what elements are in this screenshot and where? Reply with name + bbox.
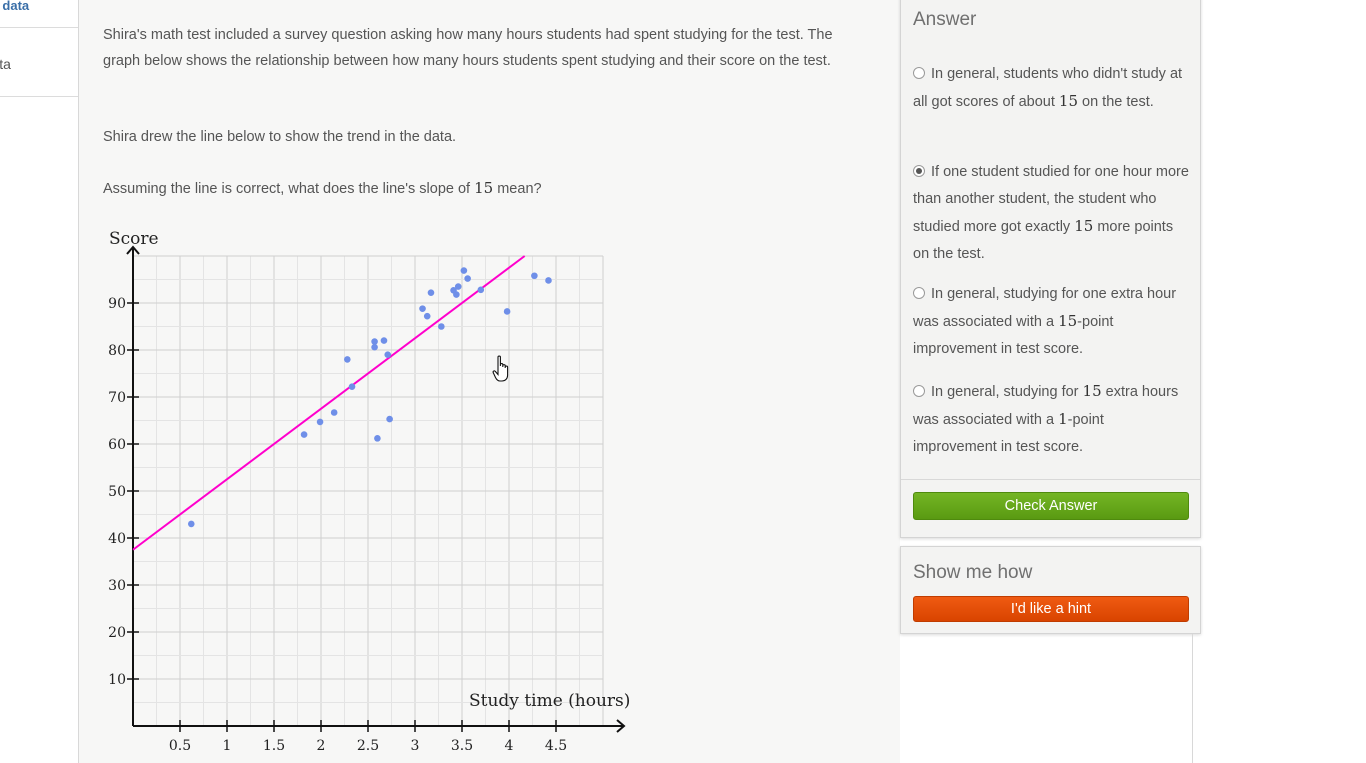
data-point <box>423 312 431 320</box>
x-tick-label: 2 <box>317 738 326 754</box>
data-point <box>300 431 308 438</box>
question-text-before: Assuming the line is correct, what does … <box>103 181 475 197</box>
data-points <box>187 267 552 528</box>
choice-1-text-after: on the test. <box>1078 94 1154 110</box>
data-point <box>438 323 445 330</box>
y-tick-label: 30 <box>108 578 126 594</box>
data-point <box>531 272 538 280</box>
data-point <box>386 415 393 423</box>
answer-choice-3[interactable]: In general, studying for one extra hour … <box>913 281 1191 363</box>
radio-unchecked-icon[interactable] <box>913 385 925 397</box>
data-point <box>460 267 468 274</box>
answer-panel: Answer In general, students who didn't s… <box>900 0 1201 538</box>
y-axis-label: Score <box>109 229 159 249</box>
choice-1-value: 15 <box>1058 92 1078 110</box>
check-answer-button[interactable]: Check Answer <box>913 492 1189 520</box>
x-tick-label: 4 <box>505 738 514 754</box>
show-me-how-title: Show me how <box>913 562 1033 583</box>
x-axis-label: Study time (hours) <box>469 691 630 711</box>
data-point <box>330 409 338 416</box>
data-point <box>477 286 485 294</box>
question-text-after: mean? <box>493 181 542 197</box>
data-point <box>187 520 195 528</box>
x-tick-label: 4.5 <box>545 738 567 754</box>
data-point <box>419 305 426 312</box>
x-tick-label: 3.5 <box>451 738 473 754</box>
problem-line-description: Shira drew the line below to show the tr… <box>103 129 457 145</box>
choice-4-text-middle: extra hours was associated with a <box>913 384 1179 428</box>
data-point <box>427 289 435 296</box>
y-tick-label: 70 <box>108 390 126 406</box>
choice-2-text: If one student studied for one hour more… <box>913 164 1189 235</box>
y-tick-label: 90 <box>108 296 126 312</box>
graph-grid <box>133 255 604 726</box>
data-point <box>464 275 471 282</box>
data-point <box>503 308 511 315</box>
sidebar-item-partial[interactable]: e data <box>0 56 11 72</box>
trend-line-layer <box>132 255 526 551</box>
answer-choice-1[interactable]: In general, students who didn't study at… <box>913 61 1191 116</box>
choice-2-value: 15 <box>1074 217 1094 235</box>
choice-4-text: In general, studying for <box>931 384 1083 400</box>
hint-panel: Show me how I'd like a hint <box>900 546 1201 634</box>
y-tick-label: 10 <box>108 672 126 688</box>
y-tick-label: 40 <box>108 531 126 547</box>
left-sidebar: ate data e data <box>0 0 78 97</box>
hint-button[interactable]: I'd like a hint <box>913 596 1189 622</box>
x-tick-label: 2.5 <box>357 738 379 754</box>
radio-checked-icon[interactable] <box>913 165 925 177</box>
y-axis-arrow-icon <box>126 245 140 255</box>
x-tick-label: 0.5 <box>169 738 191 754</box>
data-point <box>384 351 392 359</box>
scatter-plot: 0.5 1 1.5 2 2.5 3 3.5 4 4.5 10 20 30 40 50 60 70 80 90 Sc… <box>108 229 630 754</box>
x-tick-label: 1.5 <box>263 738 285 754</box>
choice-3-text-after: -point improvement in test score. <box>913 314 1114 357</box>
data-point <box>545 277 552 284</box>
problem-question: Assuming the line is correct, what does … <box>103 175 843 202</box>
radio-unchecked-icon[interactable] <box>913 287 925 299</box>
data-point <box>316 418 324 426</box>
trend-line <box>132 255 526 551</box>
choice-4-value: 15 <box>1082 382 1102 400</box>
problem-intro: Shira's math test included a survey ques… <box>103 27 833 69</box>
panel-divider <box>1192 634 1193 763</box>
choice-4-text-after: -point improvement in test score. <box>913 412 1104 455</box>
y-tick-label: 60 <box>108 437 126 453</box>
hand-cursor-icon <box>492 355 509 382</box>
answer-choice-4[interactable]: In general, studying for 15 extra hours … <box>913 378 1191 461</box>
choice-4-value2: 1 <box>1058 410 1068 428</box>
y-tick-label: 20 <box>108 625 126 641</box>
choice-2-text-after: more points on the test. <box>913 219 1174 262</box>
radio-unchecked-icon[interactable] <box>913 67 925 79</box>
data-point <box>374 435 381 442</box>
data-point <box>454 283 462 290</box>
choice-3-value: 15 <box>1058 312 1078 330</box>
graph-tick-labels: 0.5 1 1.5 2 2.5 3 3.5 4 4.5 10 20 30 40 50 60 70 80 90 <box>108 296 567 754</box>
y-tick-label: 50 <box>108 484 126 500</box>
x-axis-arrow-icon <box>616 719 626 733</box>
data-point <box>380 337 388 344</box>
data-point <box>348 383 356 390</box>
data-point <box>371 343 378 351</box>
sidebar-link-partial[interactable]: ate data <box>0 0 78 28</box>
y-tick-label: 80 <box>108 343 126 359</box>
x-tick-label: 1 <box>223 738 232 754</box>
problem-area: Shira's math test included a survey ques… <box>78 0 900 763</box>
choice-3-text: In general, studying for one extra hour … <box>913 286 1177 330</box>
choice-1-text: In general, students who didn't study at… <box>913 66 1183 110</box>
answer-choice-2[interactable]: If one student studied for one hour more… <box>913 159 1191 268</box>
graph-axes <box>126 245 626 733</box>
answer-title: Answer <box>913 9 977 30</box>
question-slope-value: 15 <box>474 179 494 197</box>
data-point <box>453 291 460 298</box>
data-point <box>371 338 378 345</box>
data-point <box>344 356 351 363</box>
x-tick-label: 3 <box>411 738 420 754</box>
answer-divider <box>901 479 1200 480</box>
